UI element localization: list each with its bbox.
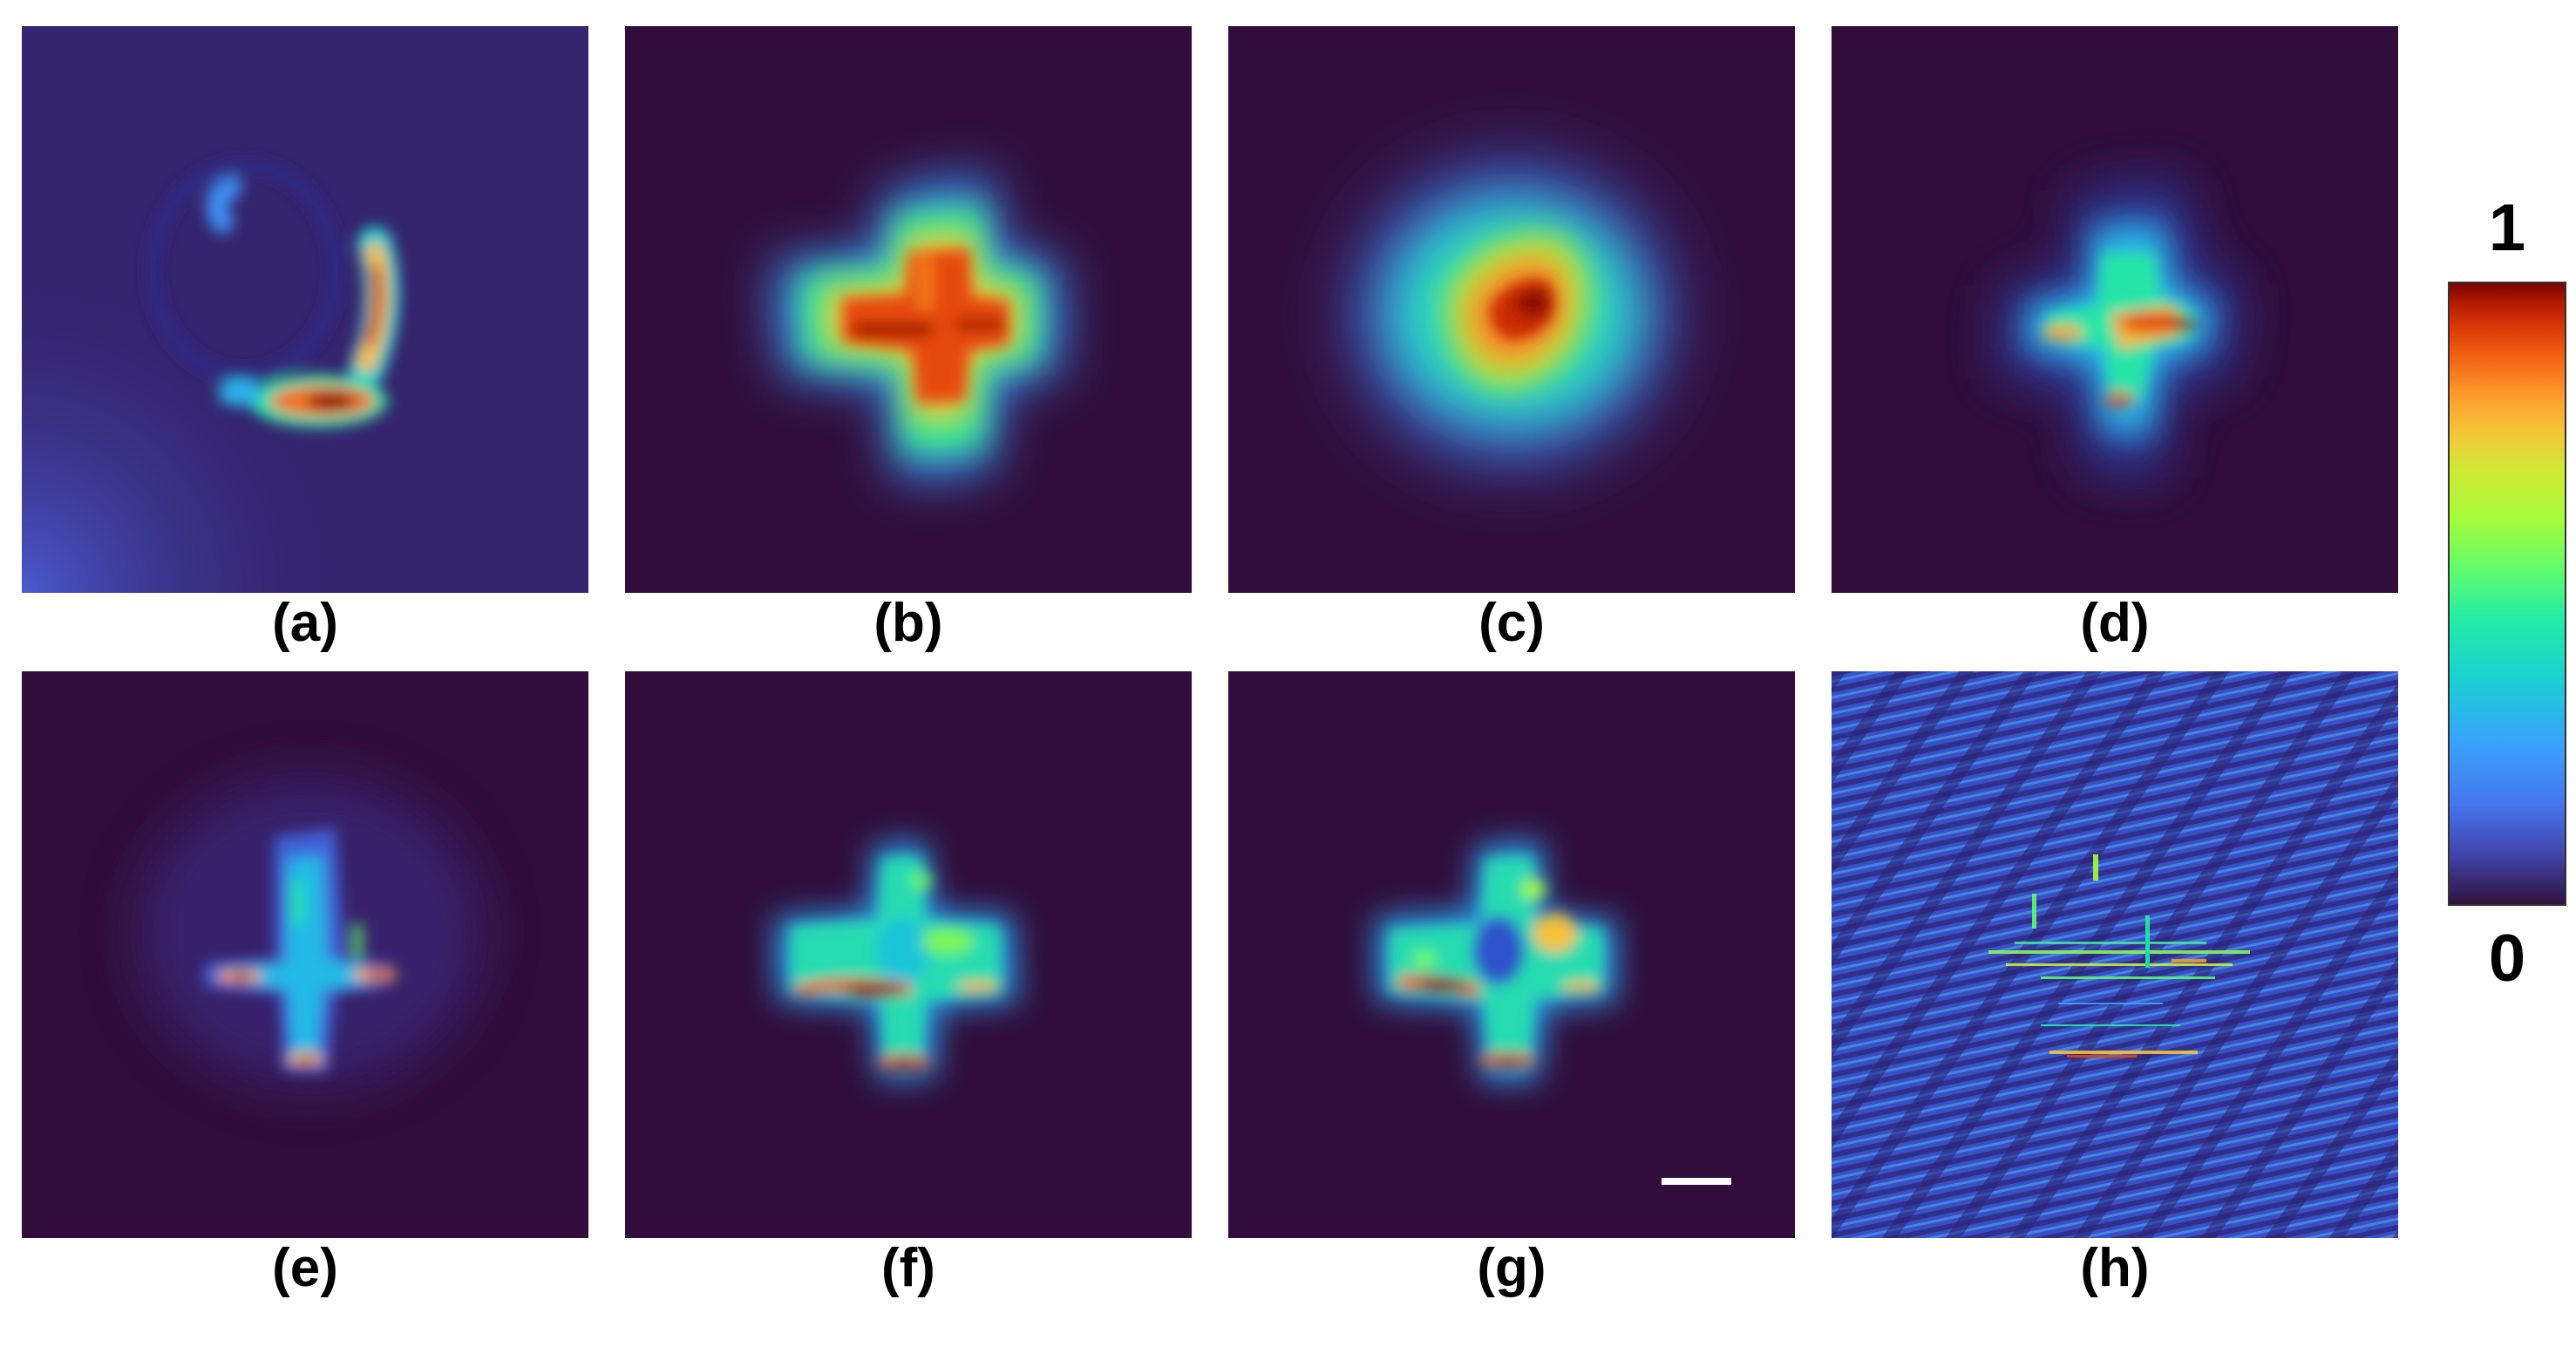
panel-b-caption: (b) xyxy=(873,593,943,653)
panel-c-image xyxy=(1228,26,1795,593)
panel-a-caption: (a) xyxy=(272,593,338,653)
colorbar-max-label: 1 xyxy=(2488,191,2526,265)
panel-e-caption: (e) xyxy=(272,1238,338,1298)
panel-d-caption: (d) xyxy=(2080,593,2150,653)
panel-h-image xyxy=(1832,671,2398,1238)
colorbar xyxy=(2448,282,2566,906)
scale-bar xyxy=(1662,1178,1731,1185)
panel-a-image xyxy=(22,26,588,593)
panel-e-image xyxy=(22,671,588,1238)
panel-d-image xyxy=(1832,26,2398,593)
panel-g-image xyxy=(1228,671,1795,1238)
panel-c-caption: (c) xyxy=(1478,593,1545,653)
colorbar-min-label: 0 xyxy=(2488,922,2526,996)
panel-f-caption: (f) xyxy=(881,1238,935,1298)
panel-b-image xyxy=(625,26,1192,593)
panel-g-caption: (g) xyxy=(1477,1238,1546,1298)
panel-f-image xyxy=(625,671,1192,1238)
panel-h-caption: (h) xyxy=(2080,1238,2150,1298)
